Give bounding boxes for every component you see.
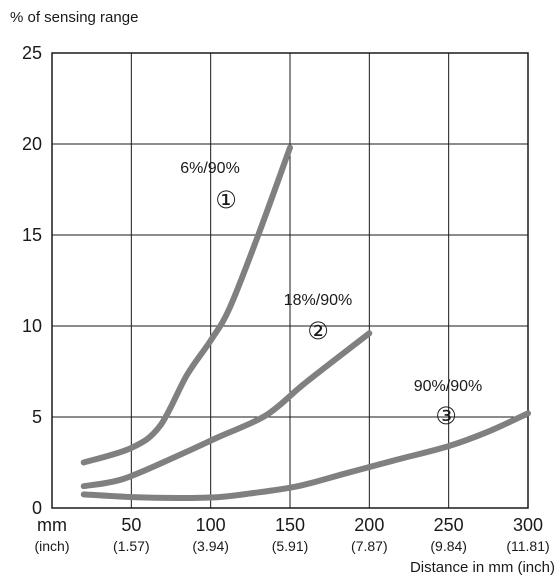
y-tick-label: 25 bbox=[22, 43, 42, 63]
x-tick-label: 250 bbox=[434, 515, 464, 535]
y-tick-label: 10 bbox=[22, 316, 42, 336]
curves bbox=[80, 144, 531, 501]
curve-3 bbox=[80, 410, 531, 501]
curve-2-label: 18%/90% bbox=[284, 292, 353, 309]
x-tick-label: 50 bbox=[121, 515, 141, 535]
x-axis-label: Distance in mm (inch) bbox=[410, 559, 555, 576]
x-tick-sub-label: (5.91) bbox=[272, 538, 309, 554]
x-tick-sub-label: (11.81) bbox=[506, 538, 549, 554]
x-unit-sub-label: (inch) bbox=[34, 538, 69, 554]
curve-3-label: 90%/90% bbox=[414, 378, 483, 395]
x-tick-label: 100 bbox=[196, 515, 226, 535]
curve-2-marker: ② bbox=[307, 317, 329, 345]
x-tick-sub-label: (9.84) bbox=[430, 538, 467, 554]
x-unit-label: mm bbox=[37, 515, 67, 535]
grid bbox=[51, 52, 529, 509]
y-tick-label: 15 bbox=[22, 225, 42, 245]
y-axis-label: % of sensing range bbox=[10, 9, 138, 26]
x-tick-label: 300 bbox=[513, 515, 543, 535]
y-tick-label: 20 bbox=[22, 134, 42, 154]
curve-annotations: 6%/90% ① 18%/90% ② 90%/90% ③ bbox=[180, 160, 482, 430]
curve-1-marker: ① bbox=[215, 186, 237, 214]
x-tick-label: 150 bbox=[275, 515, 305, 535]
y-tick-label: 0 bbox=[32, 498, 42, 518]
curve-2 bbox=[80, 330, 373, 490]
curve-3-marker: ③ bbox=[435, 402, 457, 430]
x-tick-sub-label: (3.94) bbox=[192, 538, 229, 554]
x-tick-label: 200 bbox=[354, 515, 384, 535]
curve-1-label: 6%/90% bbox=[180, 160, 240, 177]
curve-1 bbox=[80, 144, 293, 466]
x-tick-sub-label: (7.87) bbox=[351, 538, 388, 554]
y-tick-label: 5 bbox=[32, 407, 42, 427]
x-tick-sub-label: (1.57) bbox=[113, 538, 150, 554]
tick-labels: 0 5 10 15 20 25 mm (inch) 50 (1.57) 100 (3.94) 150 (5… bbox=[22, 43, 550, 554]
